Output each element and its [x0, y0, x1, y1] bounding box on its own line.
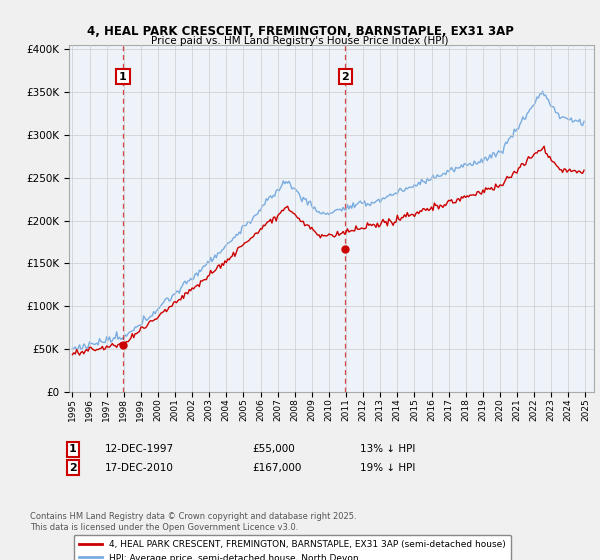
Text: 4, HEAL PARK CRESCENT, FREMINGTON, BARNSTAPLE, EX31 3AP: 4, HEAL PARK CRESCENT, FREMINGTON, BARNS… [86, 25, 514, 38]
Text: £55,000: £55,000 [252, 444, 295, 454]
Text: 1: 1 [119, 72, 127, 82]
Text: 13% ↓ HPI: 13% ↓ HPI [360, 444, 415, 454]
Text: 19% ↓ HPI: 19% ↓ HPI [360, 463, 415, 473]
Text: Contains HM Land Registry data © Crown copyright and database right 2025.
This d: Contains HM Land Registry data © Crown c… [30, 512, 356, 532]
Text: 2: 2 [69, 463, 77, 473]
Text: £167,000: £167,000 [252, 463, 301, 473]
Text: 1: 1 [69, 444, 77, 454]
Text: 17-DEC-2010: 17-DEC-2010 [105, 463, 174, 473]
Text: 12-DEC-1997: 12-DEC-1997 [105, 444, 174, 454]
Text: 2: 2 [341, 72, 349, 82]
Legend: 4, HEAL PARK CRESCENT, FREMINGTON, BARNSTAPLE, EX31 3AP (semi-detached house), H: 4, HEAL PARK CRESCENT, FREMINGTON, BARNS… [74, 535, 511, 560]
Text: Price paid vs. HM Land Registry's House Price Index (HPI): Price paid vs. HM Land Registry's House … [151, 36, 449, 46]
